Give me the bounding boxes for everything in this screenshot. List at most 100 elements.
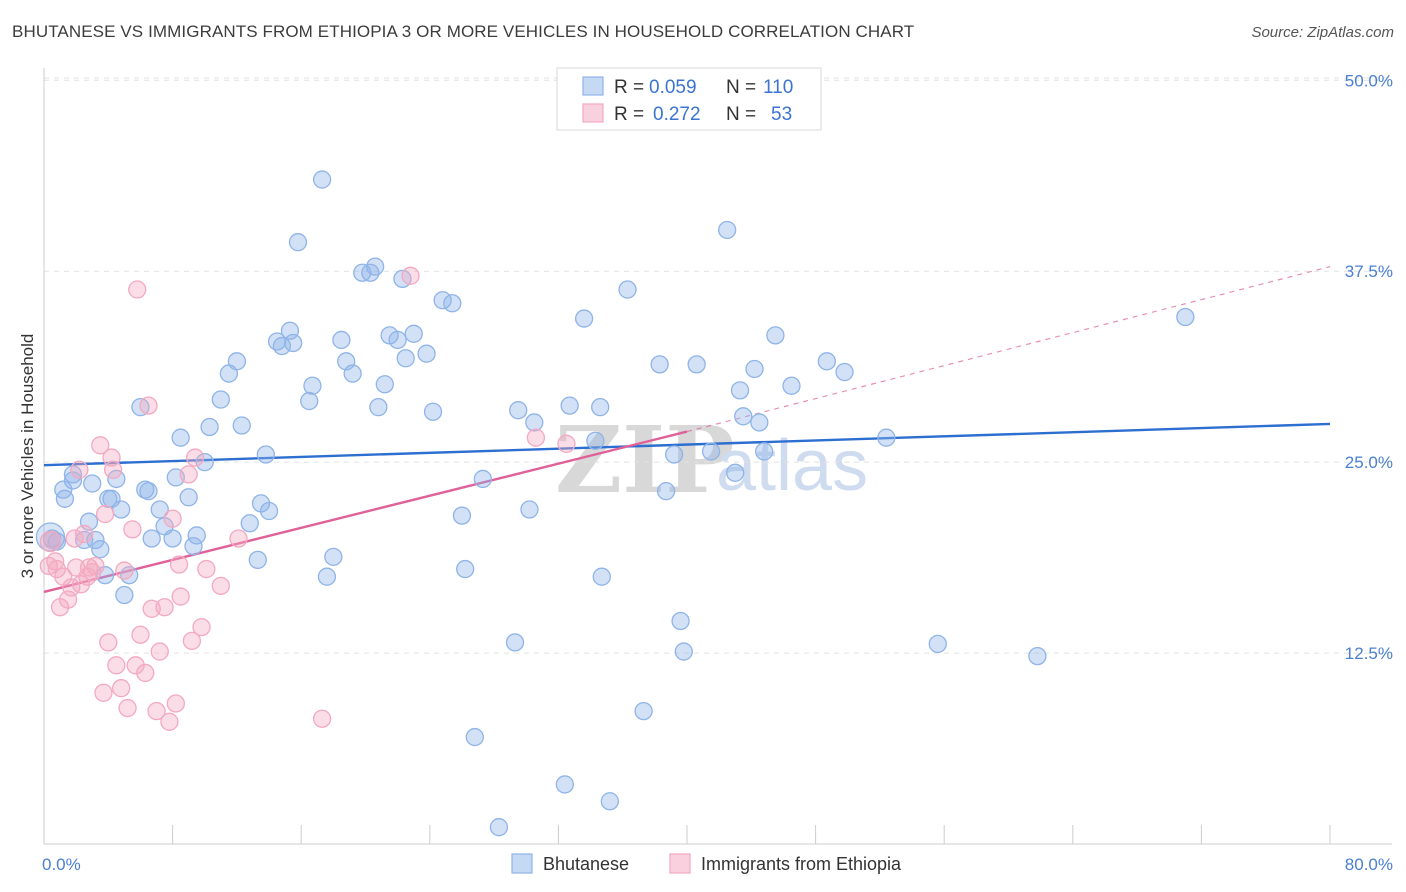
point-bhutanese: [520, 500, 539, 519]
legend-swatch-ethiopia: [669, 853, 691, 874]
point-ethiopia: [185, 448, 205, 467]
point-bhutanese: [835, 362, 854, 382]
point-bhutanese: [142, 529, 161, 548]
stats-r-label-2: R =: [614, 104, 644, 125]
point-bhutanese: [586, 431, 605, 450]
point-ethiopia: [229, 529, 248, 548]
point-bhutanese: [63, 471, 83, 490]
point-bhutanese: [284, 333, 303, 353]
point-bhutanese: [634, 701, 653, 721]
data-points: [35, 170, 1195, 837]
point-bhutanese: [195, 452, 214, 472]
point-ethiopia: [171, 587, 190, 606]
point-bhutanese: [726, 463, 745, 482]
point-bhutanese: [489, 818, 509, 837]
point-ethiopia: [128, 280, 147, 299]
point-bhutanese: [256, 445, 275, 464]
stats-r-label-1: R =: [614, 77, 644, 98]
stats-r-value-1: 0.059: [649, 77, 697, 98]
point-ethiopia: [150, 642, 169, 661]
point-bhutanese: [417, 344, 436, 363]
trend-line-extension-1: [686, 266, 1331, 433]
point-ethiopia: [91, 436, 110, 455]
point-ethiopia: [197, 559, 216, 579]
point-bhutanese: [187, 526, 206, 545]
point-ethiopia: [112, 679, 131, 698]
point-bhutanese: [618, 280, 637, 299]
point-ethiopia: [75, 524, 94, 544]
point-ethiopia: [160, 712, 179, 731]
point-bhutanese: [745, 359, 764, 379]
point-bhutanese: [877, 428, 896, 447]
point-bhutanese: [388, 330, 407, 350]
point-bhutanese: [456, 559, 475, 579]
x-tick-label-right: 80.0%: [1345, 855, 1393, 874]
point-bhutanese: [300, 391, 319, 411]
point-ethiopia: [182, 631, 202, 650]
point-ethiopia: [557, 434, 576, 453]
point-ethiopia: [95, 504, 115, 524]
y-tick-label: 25.0%: [1345, 453, 1393, 472]
point-bhutanese: [766, 326, 785, 345]
point-bhutanese: [443, 294, 462, 313]
point-ethiopia: [123, 520, 142, 539]
point-bhutanese: [1028, 646, 1047, 666]
point-bhutanese: [650, 355, 669, 374]
point-ethiopia: [107, 656, 126, 675]
point-bhutanese: [782, 376, 801, 395]
y-axis-title: 3 or more Vehicles in Household: [18, 334, 37, 579]
stats-r-value-2: 0.272: [653, 104, 701, 125]
point-bhutanese: [473, 469, 492, 489]
point-bhutanese: [365, 257, 385, 276]
point-bhutanese: [505, 633, 525, 652]
point-ethiopia: [70, 460, 89, 479]
point-bhutanese: [755, 442, 774, 461]
point-ethiopia: [179, 465, 198, 484]
legend-swatch-bhutanese: [511, 853, 533, 874]
point-bhutanese: [730, 381, 750, 400]
point-ethiopia: [65, 529, 84, 548]
stats-n-value-1: 110: [763, 77, 793, 98]
point-bhutanese: [184, 536, 203, 556]
point-bhutanese: [91, 540, 110, 559]
point-bhutanese: [303, 376, 322, 395]
stats-swatch-bhutanese: [582, 76, 604, 96]
point-bhutanese: [115, 585, 134, 605]
point-bhutanese: [200, 417, 219, 437]
point-ethiopia: [312, 709, 332, 728]
point-ethiopia: [103, 460, 123, 479]
point-bhutanese: [272, 336, 292, 356]
point-bhutanese: [555, 775, 574, 794]
point-bhutanese: [600, 792, 619, 811]
point-ethiopia: [192, 617, 211, 637]
point-bhutanese: [324, 547, 343, 566]
point-bhutanese: [54, 480, 73, 499]
legend-label-bhutanese: Bhutanese: [543, 854, 629, 874]
point-bhutanese: [227, 352, 247, 371]
point-ethiopia: [46, 552, 65, 571]
y-tick-label: 12.5%: [1345, 644, 1393, 663]
point-ethiopia: [115, 561, 134, 580]
point-bhutanese: [83, 474, 102, 493]
gridlines: [44, 77, 1392, 654]
point-bhutanese: [452, 506, 472, 525]
y-tick-label: 50.0%: [1345, 71, 1393, 90]
point-bhutanese: [211, 390, 230, 409]
point-bhutanese: [317, 567, 337, 586]
point-bhutanese: [525, 413, 544, 432]
point-ethiopia: [163, 509, 182, 528]
point-bhutanese: [375, 375, 394, 394]
stats-n-label-1: N =: [726, 77, 756, 98]
point-bhutanese: [592, 567, 611, 586]
point-ethiopia: [136, 663, 155, 683]
point-ethiopia: [118, 698, 137, 718]
point-bhutanese: [343, 364, 362, 383]
point-bhutanese: [664, 445, 684, 464]
point-bhutanese: [240, 514, 259, 533]
point-ethiopia: [155, 598, 174, 617]
point-bhutanese: [1176, 307, 1195, 327]
point-bhutanese: [55, 489, 75, 508]
bottom-legend: Bhutanese Immigrants from Ethiopia: [511, 853, 902, 874]
point-bhutanese: [179, 488, 198, 507]
point-bhutanese: [509, 401, 528, 420]
